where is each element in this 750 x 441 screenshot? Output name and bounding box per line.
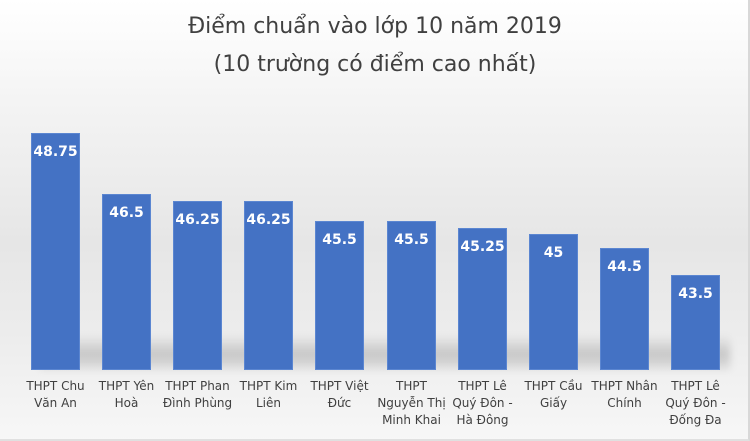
bar: 48.75 bbox=[31, 133, 80, 370]
bar: 43.5 bbox=[671, 275, 720, 370]
category-label: THPT Yên Hoà bbox=[98, 379, 155, 410]
category-label: THPT Lê Quý Đôn - Hà Đông bbox=[452, 379, 513, 427]
category-label: THPT Kim Liên bbox=[239, 379, 298, 410]
category-label: THPT Việt Đức bbox=[310, 379, 369, 410]
category-label: THPT Chu Văn An bbox=[26, 379, 85, 410]
category-label: THPT Cầu Giấy bbox=[524, 379, 583, 410]
data-label: 46.5 bbox=[109, 205, 144, 221]
data-label: 45.5 bbox=[394, 232, 429, 248]
data-label: 46.25 bbox=[246, 212, 291, 228]
bar: 46.5 bbox=[102, 194, 151, 370]
data-label: 46.25 bbox=[175, 212, 220, 228]
bar: 44.5 bbox=[600, 248, 649, 370]
bar: 45.5 bbox=[315, 221, 364, 370]
bar: 45.5 bbox=[387, 221, 436, 370]
data-label: 45.5 bbox=[322, 232, 357, 248]
data-label: 43.5 bbox=[678, 286, 713, 302]
category-label: THPT Nguyễn Thị Minh Khai bbox=[377, 379, 446, 427]
bar: 45.25 bbox=[458, 228, 507, 370]
data-label: 45.25 bbox=[460, 239, 505, 255]
bar: 46.25 bbox=[244, 201, 293, 370]
category-label: THPT Nhân Chính bbox=[591, 379, 658, 410]
data-label: 45 bbox=[543, 245, 564, 261]
chart-subtitle: (10 trường có điểm cao nhất) bbox=[213, 52, 537, 77]
bar: 46.25 bbox=[173, 201, 222, 370]
bar: 45 bbox=[529, 234, 578, 370]
category-label: THPT Lê Quý Đôn - Đống Đa bbox=[665, 379, 726, 427]
data-label: 44.5 bbox=[607, 259, 642, 275]
chart-title: Điểm chuẩn vào lớp 10 năm 2019 bbox=[188, 14, 562, 39]
category-label: THPT Phan Đình Phùng bbox=[162, 379, 233, 410]
data-label: 48.75 bbox=[33, 144, 78, 160]
